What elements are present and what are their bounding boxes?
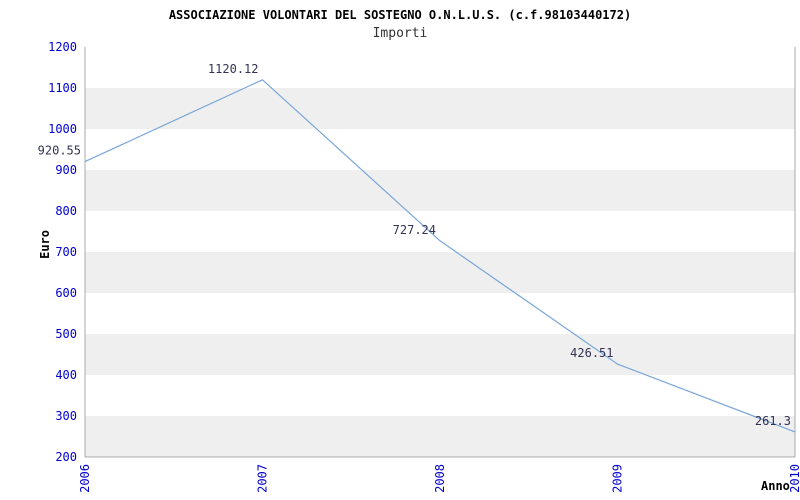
chart-title: ASSOCIAZIONE VOLONTARI DEL SOSTEGNO O.N.… <box>168 8 632 22</box>
grid-band <box>85 252 795 293</box>
x-axis-title: Anno <box>761 479 790 493</box>
point-value-label: 920.55 <box>38 144 81 158</box>
y-tick-label: 1100 <box>48 81 77 95</box>
x-tick-label: 2008 <box>433 464 447 493</box>
y-tick-label: 800 <box>55 204 77 218</box>
y-tick-label: 600 <box>55 286 77 300</box>
grid-band <box>85 293 795 334</box>
y-tick-label: 400 <box>55 368 77 382</box>
y-tick-label: 300 <box>55 409 77 423</box>
grid-band <box>85 88 795 129</box>
y-tick-label: 700 <box>55 245 77 259</box>
y-tick-label: 500 <box>55 327 77 341</box>
x-tick-label: 2010 <box>788 464 800 493</box>
point-value-label: 727.24 <box>393 223 436 237</box>
y-tick-label: 1200 <box>48 40 77 54</box>
x-tick-label: 2009 <box>611 464 625 493</box>
chart-subtitle: Importi <box>372 26 428 41</box>
y-tick-label: 1000 <box>48 122 77 136</box>
grid-band <box>85 129 795 170</box>
grid-band <box>85 170 795 211</box>
data-line <box>84 79 796 433</box>
point-value-label: 1120.12 <box>208 62 259 76</box>
x-tick-label: 2007 <box>256 464 270 493</box>
point-value-label: 261.3 <box>755 414 791 428</box>
y-tick-label: 200 <box>55 450 77 464</box>
grid-band <box>85 47 795 88</box>
point-value-label: 426.51 <box>570 346 613 360</box>
y-axis-title: Euro <box>38 230 52 259</box>
grid-band <box>85 416 795 457</box>
grid-band <box>85 211 795 252</box>
y-tick-label: 900 <box>55 163 77 177</box>
grid-band <box>85 375 795 416</box>
grid-band <box>85 334 795 375</box>
x-tick-label: 2006 <box>78 464 92 493</box>
